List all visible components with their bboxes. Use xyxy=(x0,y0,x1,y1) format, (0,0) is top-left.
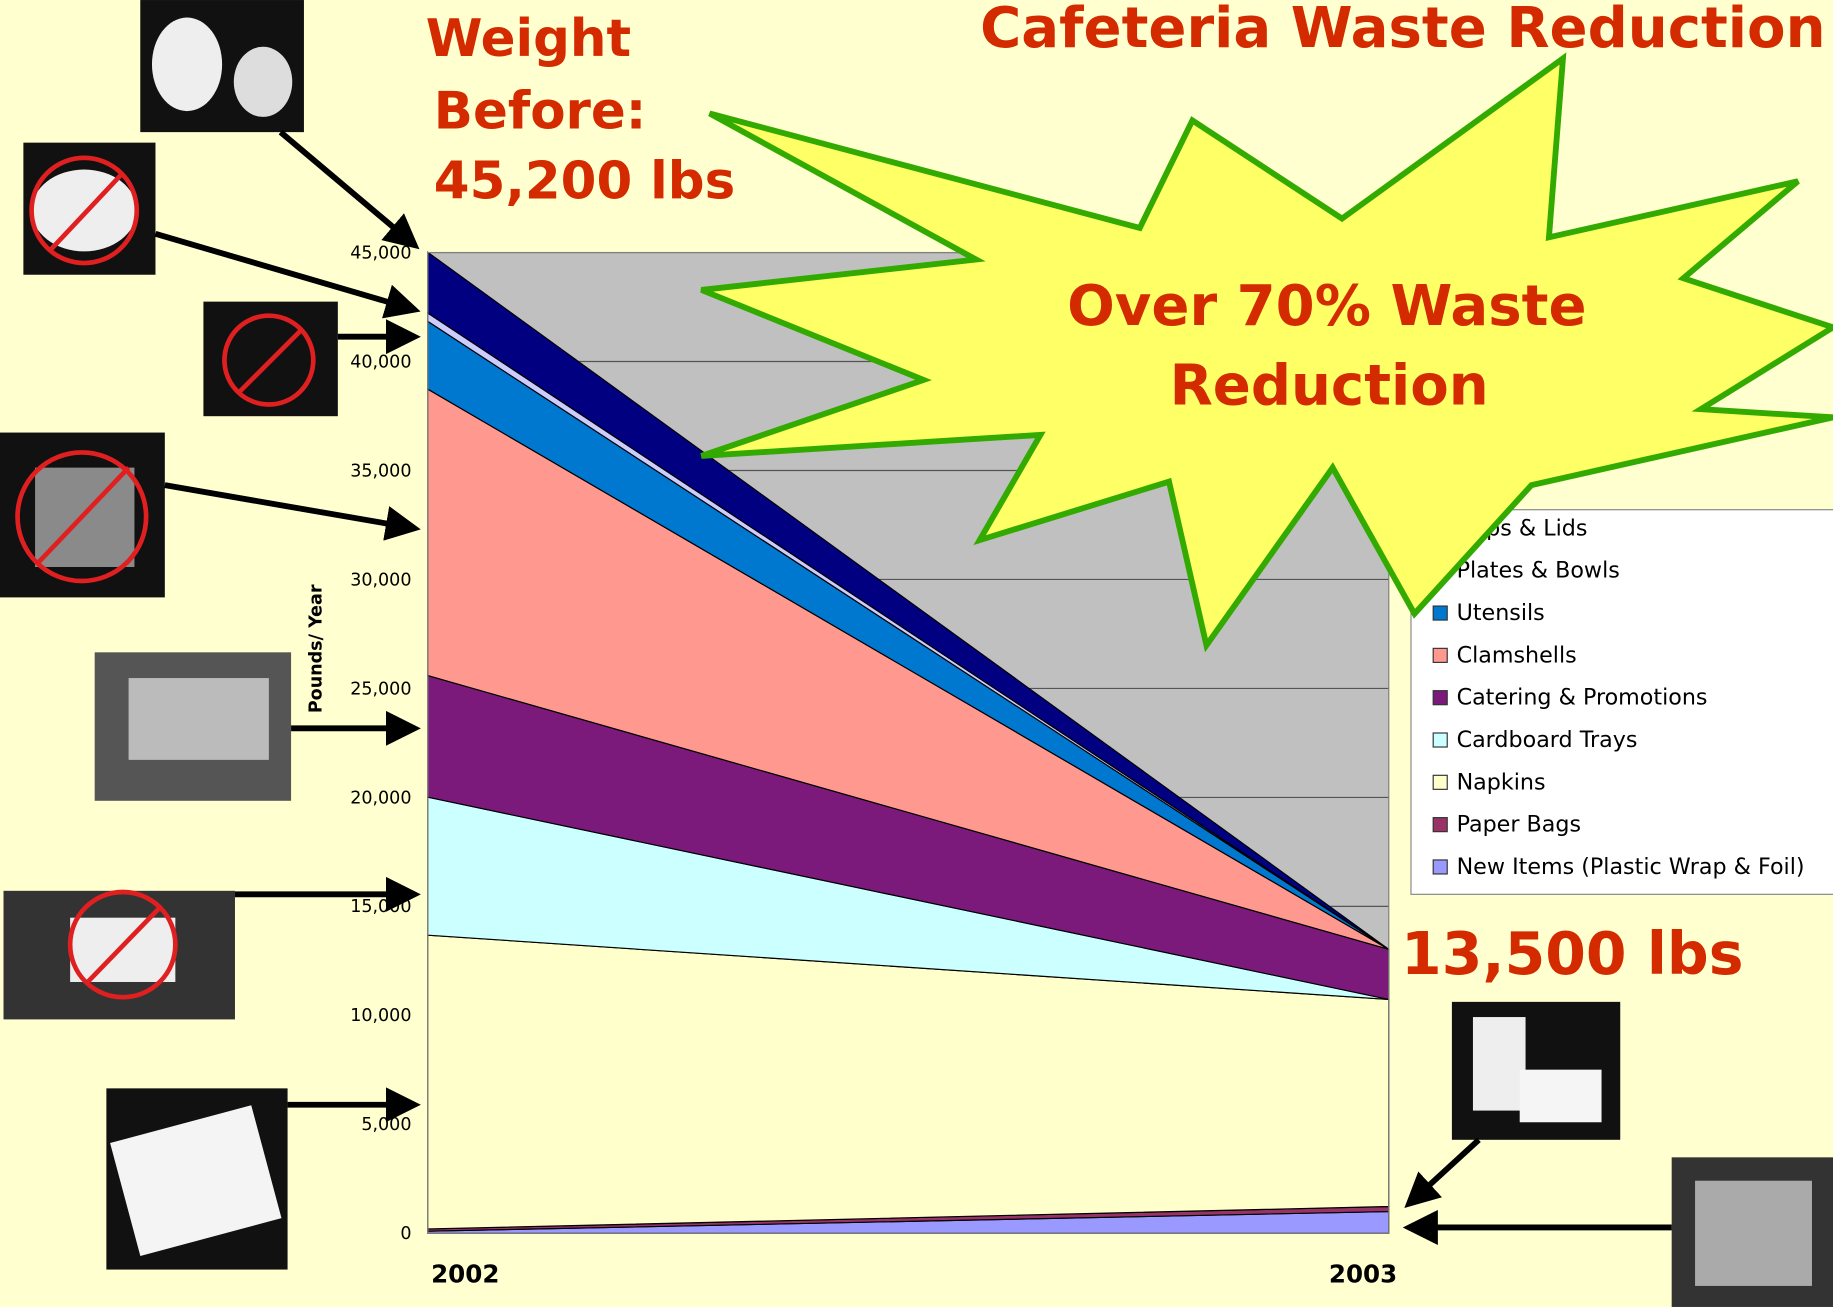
y-tick-label: 30,000 xyxy=(350,570,411,590)
legend-label: Plates & Bowls xyxy=(1457,558,1620,584)
y-tick-label: 0 xyxy=(400,1224,411,1244)
legend-swatch xyxy=(1433,648,1447,662)
y-tick-label: 20,000 xyxy=(350,788,411,808)
icon xyxy=(32,170,137,252)
slide: 0 5,000 10,000 15,000 20,000 25,000 30,000 35,0… xyxy=(0,0,1833,1307)
legend-swatch xyxy=(1433,775,1447,789)
y-tick-label: 25,000 xyxy=(350,679,411,699)
after-label: 13,500 lbs xyxy=(1401,920,1744,988)
y-axis-label: Pounds/ Year xyxy=(306,584,326,713)
before-label: Before: xyxy=(434,82,647,142)
legend-label: Cardboard Trays xyxy=(1457,727,1638,753)
y-tick-label: 35,000 xyxy=(350,461,411,481)
y-tick-label: 45,000 xyxy=(350,243,411,263)
legend-swatch xyxy=(1433,860,1447,874)
title: Cafeteria Waste Reduction xyxy=(980,0,1825,61)
x-tick-label: 2003 xyxy=(1329,1259,1397,1288)
legend-label: Paper Bags xyxy=(1457,812,1581,838)
icon xyxy=(234,47,292,117)
page: 0 5,000 10,000 15,000 20,000 25,000 30,000 35,0… xyxy=(0,0,1833,1307)
legend-label: Clamshells xyxy=(1457,642,1577,668)
icon xyxy=(152,18,222,112)
icon xyxy=(129,678,269,760)
legend-label: Utensils xyxy=(1457,600,1545,626)
callout: Over 70% Waste xyxy=(1067,274,1586,339)
icon xyxy=(1520,1070,1602,1123)
icon xyxy=(1473,1017,1526,1111)
x-tick-label: 2002 xyxy=(431,1259,499,1288)
y-tick-label: 40,000 xyxy=(350,352,411,372)
legend-swatch xyxy=(1433,733,1447,747)
y-tick-label: 5,000 xyxy=(361,1115,411,1135)
legend-swatch xyxy=(1433,818,1447,832)
icon xyxy=(1695,1181,1812,1286)
icon xyxy=(70,918,175,982)
legend-label: New Items (Plastic Wrap & Foil) xyxy=(1457,854,1805,880)
callout: Reduction xyxy=(1170,354,1489,419)
y-tick-label: 15,000 xyxy=(350,897,411,917)
legend-swatch xyxy=(1433,691,1447,705)
legend-swatch xyxy=(1433,606,1447,620)
legend-label: Catering & Promotions xyxy=(1457,685,1708,711)
legend-label: Napkins xyxy=(1457,769,1546,795)
before-label: 45,200 lbs xyxy=(434,152,735,212)
before-label: Weight xyxy=(426,9,631,69)
y-tick-label: 10,000 xyxy=(350,1006,411,1026)
